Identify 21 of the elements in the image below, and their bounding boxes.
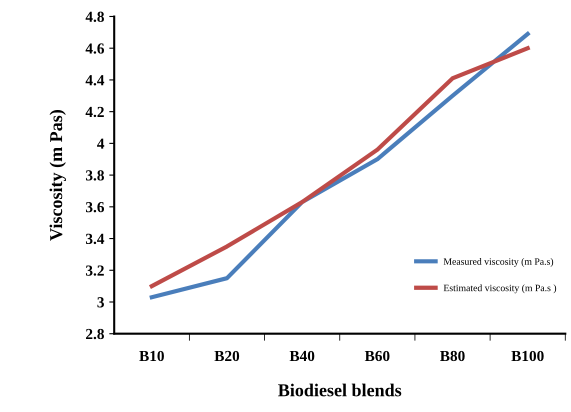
y-tick-label: 4.6 bbox=[86, 43, 104, 54]
y-tick-label: 4.4 bbox=[86, 75, 104, 86]
y-tick-label: 2.8 bbox=[86, 328, 104, 340]
y-axis-title: Viscosity (m Pas) bbox=[50, 110, 66, 241]
y-tick-label: 3.8 bbox=[86, 170, 104, 181]
y-tick-label: 4.8 bbox=[86, 12, 104, 22]
y-tick-label: 3.2 bbox=[86, 265, 104, 276]
x-tick-label: B40 bbox=[290, 350, 314, 362]
legend-label: Estimated viscosity (m Pa.s ) bbox=[444, 284, 556, 294]
y-tick-label: 3.4 bbox=[86, 234, 104, 244]
x-tick-label: B20 bbox=[214, 350, 240, 362]
y-tick-label: 4 bbox=[97, 138, 104, 149]
x-tick-label: B10 bbox=[139, 350, 164, 362]
legend-label: Measured viscosity (m Pa.s) bbox=[444, 258, 554, 267]
x-tick-label: B60 bbox=[364, 350, 390, 362]
y-tick-label: 4.2 bbox=[86, 106, 104, 118]
x-tick-label: B100 bbox=[511, 350, 544, 362]
x-axis-title: Biodiesel blends bbox=[278, 384, 402, 396]
x-tick-label: B80 bbox=[440, 350, 465, 362]
y-tick-label: 3.6 bbox=[86, 202, 104, 212]
y-tick-label: 3 bbox=[97, 297, 104, 308]
